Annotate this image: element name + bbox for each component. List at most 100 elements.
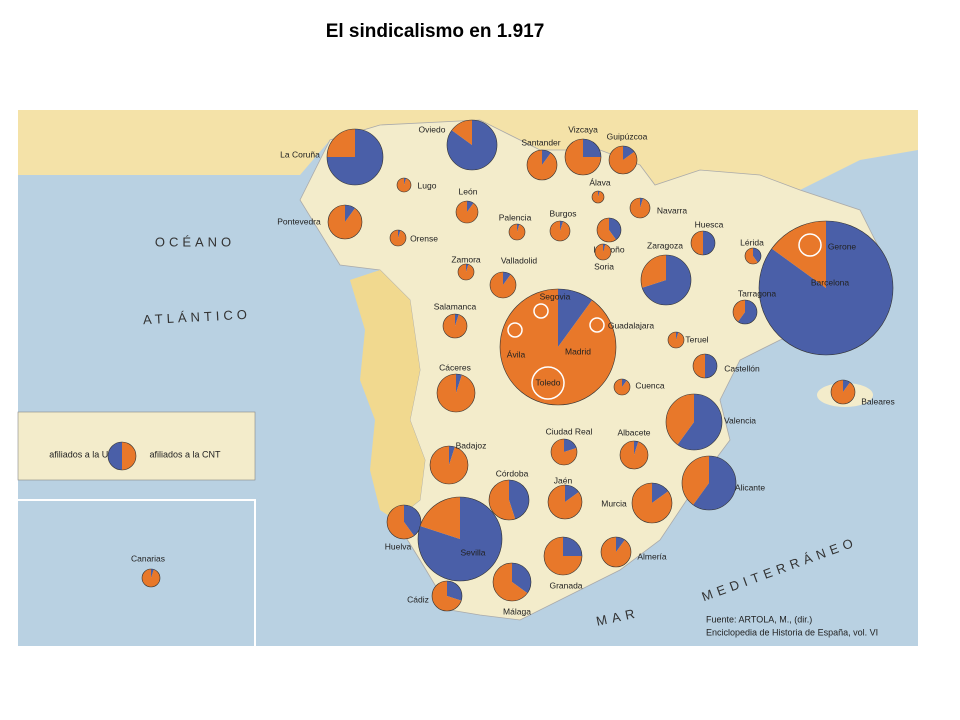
source: Fuente: ARTOLA, M., (dir.) bbox=[706, 614, 812, 624]
pie-slice bbox=[327, 129, 355, 157]
legend-swatch bbox=[122, 442, 136, 470]
pie-outline bbox=[640, 254, 692, 306]
province-label: Madrid bbox=[565, 346, 591, 356]
pie-slice bbox=[532, 367, 564, 399]
pie-slice bbox=[843, 380, 851, 392]
province-label: La Coruña bbox=[280, 149, 320, 159]
pie-slice bbox=[404, 505, 421, 536]
pie-slice bbox=[652, 483, 669, 503]
pie-slice bbox=[451, 120, 472, 145]
pie-slice bbox=[449, 446, 455, 465]
pie-slice bbox=[345, 205, 355, 222]
province-label: Cáceres bbox=[439, 362, 471, 372]
pie-slice bbox=[631, 483, 673, 523]
pie-slice bbox=[544, 537, 582, 575]
province-label: Zamora bbox=[451, 254, 481, 264]
pie-outline bbox=[455, 200, 479, 224]
pie-slice bbox=[564, 439, 577, 452]
pie-slice bbox=[456, 201, 479, 224]
pie-outline bbox=[591, 190, 605, 204]
pie-slice bbox=[595, 244, 611, 260]
pie-slice bbox=[616, 537, 625, 552]
pie-slice bbox=[620, 441, 648, 469]
pie-outline bbox=[629, 197, 651, 219]
pie-outline bbox=[436, 373, 476, 413]
pie-outline bbox=[431, 580, 463, 612]
pie-outline bbox=[667, 331, 685, 349]
province-label: Canarias bbox=[131, 553, 165, 563]
pie-outline bbox=[531, 366, 565, 400]
pie-slice bbox=[436, 374, 475, 413]
legend-swatch bbox=[108, 442, 122, 470]
source: Enciclopedia de Historia de España, vol.… bbox=[706, 627, 878, 637]
pie-slice bbox=[733, 300, 745, 322]
pie-slice bbox=[666, 394, 694, 445]
pie-slice bbox=[614, 379, 630, 395]
pie-slice bbox=[640, 255, 666, 288]
province-label: Burgos bbox=[550, 208, 577, 218]
pie-slice bbox=[466, 264, 469, 272]
pie-outline bbox=[681, 455, 737, 511]
pie-outline bbox=[429, 445, 469, 485]
pie-slice bbox=[490, 272, 517, 298]
sea-label: OCÉANO bbox=[155, 234, 235, 249]
pie-slice bbox=[830, 380, 856, 405]
pie-outline bbox=[564, 138, 602, 176]
province-label: Gerone bbox=[828, 241, 857, 251]
province-label: Castellón bbox=[724, 363, 760, 373]
pie-slice bbox=[390, 230, 406, 246]
pie-slice bbox=[542, 150, 551, 165]
province-label: Ciudad Real bbox=[546, 426, 593, 436]
pie-slice bbox=[488, 480, 516, 520]
province-label: Ávila bbox=[507, 349, 526, 359]
pie-slice bbox=[590, 318, 604, 332]
province-label: Sevilla bbox=[460, 547, 485, 557]
pie-outline bbox=[526, 149, 558, 181]
pie-slice bbox=[565, 139, 601, 175]
pie-slice bbox=[527, 150, 558, 181]
pie-outline bbox=[613, 378, 631, 396]
pie-outline bbox=[488, 479, 530, 521]
pie-outline bbox=[396, 177, 412, 193]
pie-slice bbox=[623, 146, 635, 160]
pie-slice bbox=[703, 231, 715, 255]
pie-slice bbox=[508, 323, 522, 337]
province-label: Oviedo bbox=[419, 124, 446, 134]
pie-outline bbox=[533, 303, 549, 319]
province-label: Lérida bbox=[740, 237, 764, 247]
province-label: Cádiz bbox=[407, 594, 429, 604]
province-label: Huelva bbox=[385, 541, 412, 551]
pie-slice bbox=[603, 244, 606, 252]
pie-slice bbox=[558, 289, 593, 347]
pie-outline bbox=[417, 496, 503, 582]
pie-outline bbox=[692, 353, 718, 379]
pie-slice bbox=[447, 581, 462, 601]
province-label: Álava bbox=[589, 177, 611, 187]
pie-outline bbox=[830, 379, 856, 405]
pie-slice bbox=[642, 255, 691, 305]
province-label: Navarra bbox=[657, 205, 688, 215]
province-label: Pontevedra bbox=[277, 216, 321, 226]
pie-slice bbox=[592, 191, 605, 204]
pie-slice bbox=[509, 224, 525, 240]
pie-slice bbox=[609, 146, 637, 175]
province-label: Alicante bbox=[735, 482, 766, 492]
pie-outline bbox=[326, 128, 384, 186]
pie-slice bbox=[499, 289, 616, 405]
pie-outline bbox=[543, 536, 583, 576]
pie-slice bbox=[560, 221, 564, 231]
legend-cnt: afiliados a la CNT bbox=[149, 449, 221, 459]
pie-slice bbox=[634, 441, 639, 455]
pie-slice bbox=[141, 569, 160, 587]
province-label: Salamanca bbox=[434, 301, 477, 311]
province-label: Lugo bbox=[418, 180, 437, 190]
province-label: Valencia bbox=[724, 415, 756, 425]
pie-outline bbox=[596, 217, 622, 243]
province-label: Málaga bbox=[503, 606, 531, 616]
pie-slice bbox=[397, 178, 412, 192]
pie-slice bbox=[737, 300, 758, 324]
province-label: Vizcaya bbox=[568, 124, 598, 134]
province-label: Zaragoza bbox=[647, 240, 683, 250]
pie-outline bbox=[489, 271, 517, 299]
